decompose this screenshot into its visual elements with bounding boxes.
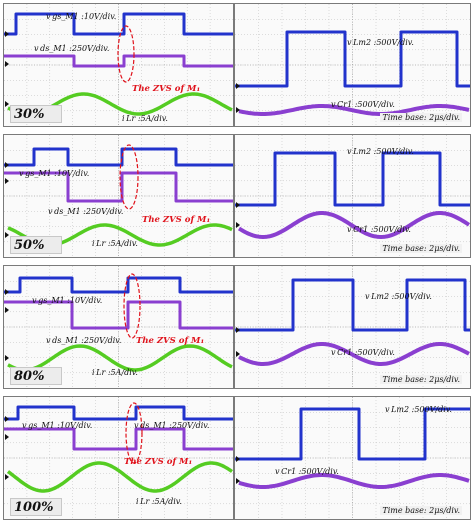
left-scope-80: v gs_M1 :10V/div. v ds_M1 :250V/div. The…: [3, 265, 234, 389]
vcr1-trace: [238, 342, 470, 366]
zvs-label: The ZVS of M₁: [136, 336, 205, 346]
vds-label: v ds_M1 :250V/div.: [34, 44, 110, 53]
channel-marker: [5, 178, 9, 184]
channel-marker: [236, 327, 240, 333]
vgs-label: v gs_M1 :10V/div.: [19, 169, 90, 178]
vds-label: v ds_M1 :250V/div.: [46, 336, 122, 345]
ilr-trace: [6, 461, 233, 493]
load-label: 30%: [10, 105, 62, 123]
scope-row-80: v gs_M1 :10V/div. v ds_M1 :250V/div. The…: [0, 265, 474, 389]
scope-row-30: v gs_M1 :10V/div. v ds_M1 :250V/div. The…: [0, 3, 474, 127]
vcr1-label: v Cr1 :500V/div.: [275, 467, 339, 476]
time-base-label: Time base: 2μs/div.: [380, 113, 462, 122]
vds-trace: [4, 171, 233, 203]
channel-marker: [236, 107, 240, 113]
left-scope-30: v gs_M1 :10V/div. v ds_M1 :250V/div. The…: [3, 3, 234, 127]
vds-label: v ds_M1 :250V/div.: [134, 421, 210, 430]
vlm2-label: v Lm2 :500V/div.: [347, 147, 414, 156]
vlm2-trace: [235, 407, 470, 461]
right-scope-30: v Lm2 :500V/div. v Cr1 :500V/div. Time b…: [234, 3, 471, 127]
zvs-label: The ZVS of M₁: [132, 84, 201, 94]
left-scope-svg-100: [4, 397, 233, 519]
vds-trace: [4, 54, 233, 68]
vgs-trace: [4, 405, 233, 421]
load-label: 100%: [10, 498, 62, 516]
vcr1-label: v Cr1 :500V/div.: [331, 348, 395, 357]
right-scope-80: v Lm2 :500V/div. v Cr1 :500V/div. Time b…: [234, 265, 471, 389]
vds-trace: [4, 300, 233, 330]
zvs-label: The ZVS of M₁: [142, 215, 211, 225]
vlm2-label: v Lm2 :500V/div.: [365, 292, 432, 301]
channel-marker: [5, 289, 9, 295]
left-scope-svg-50: [4, 135, 233, 257]
ilr-label: i Lr :5A/div.: [136, 497, 182, 506]
channel-marker: [236, 222, 240, 228]
zvs-label: The ZVS of M₁: [124, 457, 193, 467]
time-base-label: Time base: 2μs/div.: [380, 375, 462, 384]
vlm2-label: v Lm2 :500V/div.: [385, 405, 452, 414]
vgs-trace: [4, 276, 233, 294]
ilr-trace: [7, 344, 233, 372]
scope-row-50: v gs_M1 :10V/div. v ds_M1 :250V/div. The…: [0, 134, 474, 258]
vlm2-label: v Lm2 :500V/div.: [347, 38, 414, 47]
ilr-label: i Lr :5A/div.: [122, 114, 168, 123]
channel-marker: [236, 202, 240, 208]
vcr1-label: v Cr1 :500V/div.: [347, 225, 411, 234]
channel-marker: [5, 355, 9, 361]
channel-marker: [236, 478, 240, 484]
channel-marker: [5, 162, 9, 168]
vcr1-trace: [238, 104, 470, 116]
ilr-label: i Lr :5A/div.: [92, 368, 138, 377]
channel-marker: [5, 232, 9, 238]
right-scope-svg-100: [235, 397, 470, 519]
vgs-label: v gs_M1 :10V/div.: [46, 12, 117, 21]
vgs-label: v gs_M1 :10V/div.: [32, 296, 103, 305]
scope-grid: [235, 4, 470, 126]
load-label: 80%: [10, 367, 62, 385]
scope-grid: [235, 135, 470, 257]
channel-marker: [5, 61, 9, 67]
scope-grid: [4, 397, 233, 519]
scope-row-100: v gs_M1 :10V/div. v ds_M1 :250V/div. The…: [0, 396, 474, 520]
right-scope-50: v Lm2 :500V/div. v Cr1 :500V/div. Time b…: [234, 134, 471, 258]
vlm2-trace: [235, 30, 470, 88]
channel-marker: [236, 83, 240, 89]
vgs-trace: [4, 12, 233, 36]
channel-marker: [5, 434, 9, 440]
vds-label: v ds_M1 :250V/div.: [48, 207, 124, 216]
channel-marker: [5, 31, 9, 37]
zvs-ellipse: [125, 402, 143, 464]
zvs-ellipse: [119, 144, 139, 210]
vlm2-trace: [235, 151, 470, 207]
left-scope-50: v gs_M1 :10V/div. v ds_M1 :250V/div. The…: [3, 134, 234, 258]
right-scope-100: v Lm2 :500V/div. v Cr1 :500V/div. Time b…: [234, 396, 471, 520]
vgs-label: v gs_M1 :10V/div.: [22, 421, 93, 430]
channel-marker: [236, 456, 240, 462]
channel-marker: [5, 307, 9, 313]
time-base-label: Time base: 2μs/div.: [380, 506, 462, 515]
vds-trace: [4, 427, 233, 451]
left-scope-100: v gs_M1 :10V/div. v ds_M1 :250V/div. The…: [3, 396, 234, 520]
ilr-label: i Lr :5A/div.: [92, 239, 138, 248]
channel-marker: [5, 416, 9, 422]
right-scope-svg-30: [235, 4, 470, 126]
zvs-ellipse: [123, 273, 141, 339]
vcr1-trace: [238, 473, 470, 489]
channel-marker: [5, 101, 9, 107]
zvs-ellipse: [117, 25, 135, 83]
vgs-trace: [4, 147, 233, 167]
vcr1-label: v Cr1 :500V/div.: [331, 100, 395, 109]
load-label: 50%: [10, 236, 62, 254]
right-scope-svg-50: [235, 135, 470, 257]
vcr1-trace: [237, 211, 470, 239]
vlm2-trace: [235, 278, 470, 332]
channel-marker: [5, 474, 9, 480]
left-scope-svg-80: [4, 266, 233, 388]
channel-marker: [236, 351, 240, 357]
time-base-label: Time base: 2μs/div.: [380, 244, 462, 253]
right-scope-svg-80: [235, 266, 470, 388]
